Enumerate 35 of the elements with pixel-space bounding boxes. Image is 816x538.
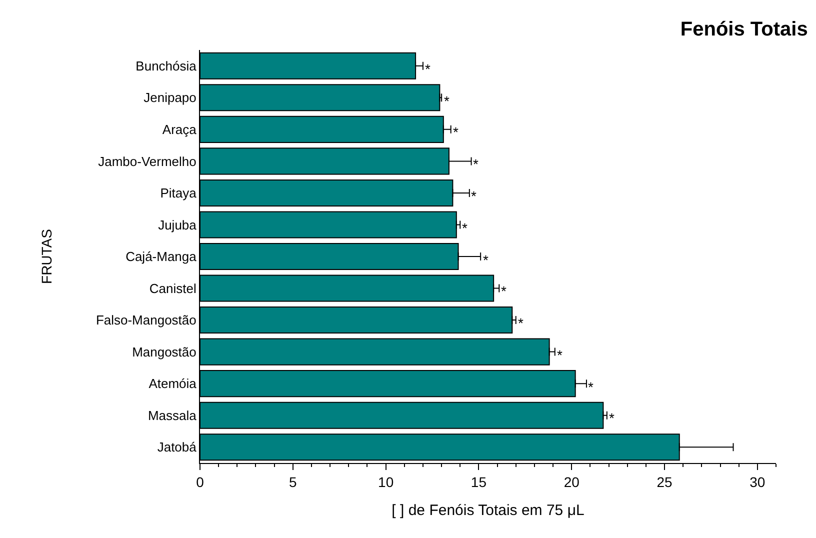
annotation: *: [588, 379, 594, 395]
annotation: *: [557, 347, 563, 363]
y-tick-label: Araça: [162, 122, 198, 137]
y-tick-label: Cajá-Manga: [126, 249, 198, 264]
y-tick-label: Mangostão: [132, 344, 196, 360]
annotation: *: [471, 188, 477, 204]
annotation: *: [444, 93, 450, 109]
x-tick-label: 0: [196, 474, 204, 490]
y-tick-label: Jambo-Vermelho: [98, 154, 196, 169]
annotation: *: [473, 156, 479, 172]
x-tick-label: 20: [564, 474, 580, 490]
x-tick-label: 25: [656, 474, 673, 490]
annotation: *: [609, 410, 615, 426]
y-tick-label: Falso-Mangostão: [96, 312, 196, 328]
annotation: *: [501, 283, 507, 299]
chart-title: Fenóis Totais: [680, 18, 808, 41]
y-tick-label: Jatobá: [157, 440, 198, 455]
x-tick-label: 5: [289, 474, 297, 490]
x-axis-title: [ ] de Fenóis Totais em 75 μL: [392, 502, 584, 519]
y-tick-label: Bunchósia: [136, 58, 198, 74]
y-tick-label: Canistel: [149, 280, 197, 296]
annotation: *: [425, 61, 431, 77]
x-tick-label: 10: [378, 474, 394, 490]
y-axis-title: FRUTAS: [38, 229, 55, 284]
annotation: *: [462, 220, 468, 236]
y-tick-label: Massala: [148, 408, 198, 423]
y-tick-label: Atemóia: [148, 376, 198, 392]
y-tick-label: Jujuba: [158, 217, 198, 232]
annotation: *: [483, 252, 489, 268]
y-tick-label: Jenipapo: [144, 90, 196, 106]
annotation: *: [518, 315, 524, 331]
annotation: *: [453, 124, 459, 140]
x-tick-label: 15: [470, 474, 487, 490]
x-tick-label: 30: [750, 474, 766, 490]
y-tick-label: Pitaya: [160, 186, 198, 201]
